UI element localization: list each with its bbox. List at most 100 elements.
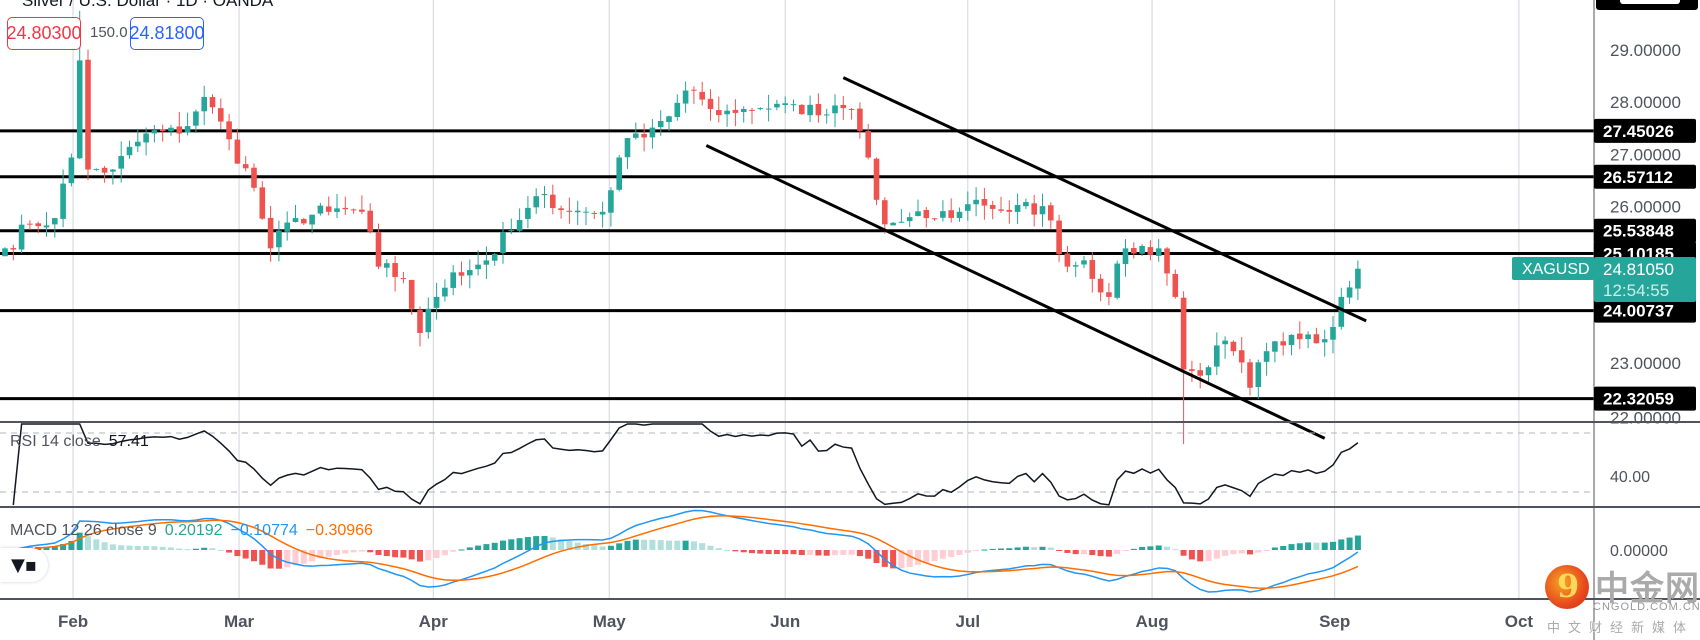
candle-body (898, 221, 905, 223)
macd-histogram-bar (1338, 539, 1345, 550)
candle-body (93, 168, 100, 170)
watermark-tagline: 中文财经新媒体 (1547, 620, 1695, 635)
candle-body (591, 212, 598, 214)
candle-body (757, 108, 764, 110)
horizontal-levels[interactable] (0, 129, 1594, 401)
macd-histogram-bar (358, 550, 365, 552)
macd-histogram-bar (284, 550, 291, 568)
macd-histogram-bar (425, 550, 432, 561)
time-axis[interactable]: Feb Mar Apr May Jun Jul Aug Sep Oct (58, 612, 1533, 631)
macd-histogram-bar (981, 549, 988, 551)
macd-histogram-bar (898, 550, 905, 569)
macd-histogram-bar (939, 550, 946, 559)
macd-histogram-bar (1280, 545, 1287, 550)
macd-histogram-bar (1247, 550, 1253, 555)
buy-button[interactable]: 24.81800 (129, 17, 205, 50)
macd-histogram-bar (765, 550, 772, 555)
macd-histogram-bar (1313, 542, 1320, 550)
watermark-name: 中金网 (1595, 570, 1700, 608)
candle-body (1172, 274, 1179, 297)
macd-signal-line (4, 515, 1359, 589)
candle-body (309, 214, 315, 225)
rsi-pane (0, 423, 1594, 506)
candle-body (674, 102, 681, 117)
macd-histogram-bar (1047, 547, 1054, 550)
countdown: 12:54:55 (1603, 281, 1669, 300)
candle-body (1106, 292, 1112, 297)
candle-body (168, 127, 174, 132)
macd-histogram-bar (624, 540, 631, 550)
macd-histogram-bar (1255, 550, 1262, 553)
candle-body (1305, 334, 1311, 340)
candle-body (749, 109, 755, 111)
level-label: 22.32059 (1603, 390, 1674, 409)
macd-histogram-bar (342, 550, 349, 554)
candle-body (400, 278, 407, 280)
macd-histogram-bar (823, 550, 830, 556)
tradingview-logo[interactable]: ▼▪ (0, 548, 48, 582)
macd-histogram-bar (524, 537, 531, 550)
candle-body (1164, 248, 1170, 274)
candle-body (1230, 341, 1237, 352)
watermark-url: CNGOLD.COM.CN (1593, 601, 1700, 613)
price-axis[interactable]: 29.00000 28.00000 27.00000 26.00000 23.00000… (1610, 41, 1681, 428)
symbol-label: XAGUSD (1522, 261, 1590, 278)
candle-body (193, 111, 199, 126)
level-label-box (1594, 218, 1696, 243)
top-price-label-inner (1620, 0, 1680, 4)
month-label: Mar (224, 612, 255, 631)
macd-histogram-bar (267, 550, 274, 569)
candle-body (1072, 265, 1079, 267)
macd-histogram-bar (1271, 547, 1278, 550)
trend-line[interactable] (842, 76, 1367, 323)
candle-body (906, 217, 913, 222)
macd-histogram-bar (408, 550, 415, 560)
candle-body (1255, 362, 1262, 388)
macd-histogram-bar (906, 550, 913, 567)
candle-body (1147, 247, 1154, 255)
macd-histogram-bar (1006, 548, 1013, 550)
macd-histogram-bar (699, 543, 706, 550)
candle-body (1048, 205, 1054, 221)
rsi-legend[interactable]: RSI 14 close 57.41 (10, 433, 157, 451)
candle-body (135, 141, 141, 147)
macd-axis-tick: 0.00000 (1610, 543, 1668, 560)
candle-body (458, 272, 465, 276)
candle-body (259, 187, 266, 219)
last-price-label: XAGUSD 24.81050 12:54:55 (1512, 257, 1696, 302)
macd-histogram-bar (101, 542, 108, 550)
month-label: Jul (956, 612, 981, 631)
candle-body (641, 133, 647, 138)
candle-body (1238, 350, 1245, 363)
macd-histogram-bar (1139, 546, 1146, 550)
macd-histogram-bar (1321, 542, 1328, 550)
macd-histogram-bar (159, 546, 166, 550)
macd-histogram-bar (1072, 550, 1079, 555)
trend-channel[interactable] (705, 76, 1367, 440)
macd-histogram-bar (334, 550, 340, 555)
sell-button[interactable]: 24.80300 (6, 17, 82, 50)
candle-body (68, 157, 75, 184)
grid (72, 0, 1520, 599)
macd-legend[interactable]: MACD 12 26 close 9 0.20192 −0.10774 −0.3096… (10, 522, 381, 540)
macd-label: MACD 12 26 close 9 (10, 522, 157, 539)
candle-body (1214, 345, 1220, 367)
macd-histogram-bar (392, 550, 399, 558)
trend-line[interactable] (705, 144, 1326, 440)
macd-histogram-bar (317, 550, 324, 559)
macd-histogram-bar (1263, 550, 1270, 551)
candle-body (408, 279, 415, 309)
macd-histogram-bar (1089, 550, 1096, 556)
macd-histogram-bar (217, 549, 224, 551)
macd-histogram-bar (516, 538, 523, 550)
candle-body (1197, 370, 1203, 376)
candle-body (52, 218, 58, 225)
macd-histogram-bar (350, 550, 357, 553)
candle-body (1139, 245, 1145, 254)
macd-histogram-bar (259, 550, 266, 565)
candle-body (765, 108, 772, 110)
candle-body (558, 208, 564, 211)
level-label-box (1594, 118, 1696, 143)
candle-body (848, 108, 855, 110)
